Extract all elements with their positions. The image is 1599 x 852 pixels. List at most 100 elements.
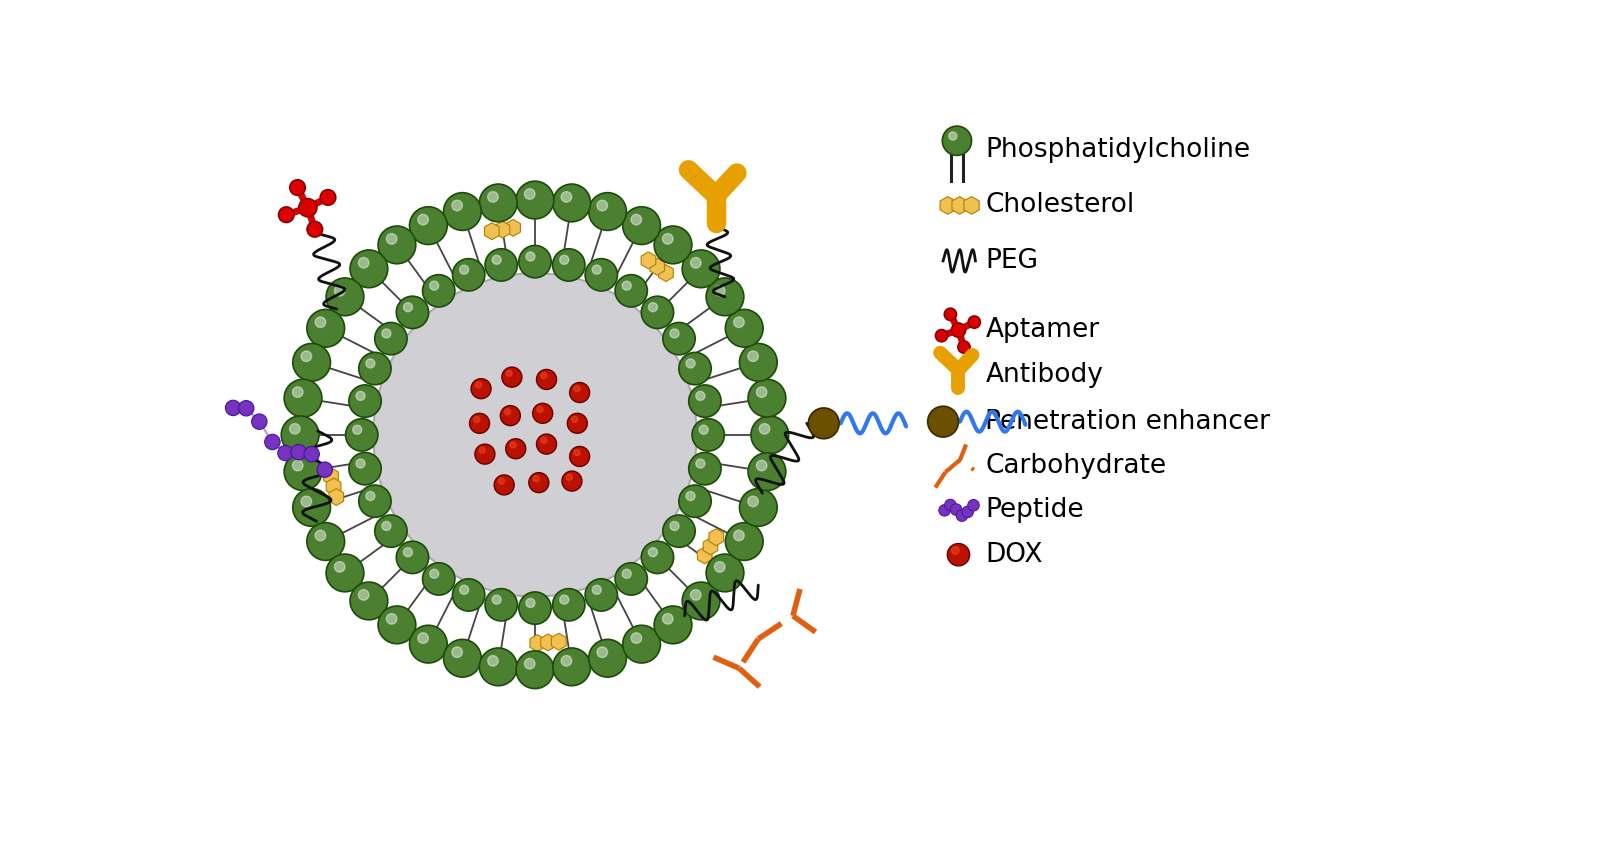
Circle shape [526, 252, 536, 261]
Circle shape [532, 403, 553, 423]
Circle shape [692, 418, 724, 451]
Circle shape [588, 193, 627, 230]
Circle shape [537, 435, 556, 454]
Circle shape [662, 613, 673, 625]
Circle shape [278, 446, 293, 461]
Polygon shape [496, 221, 510, 238]
Circle shape [540, 437, 547, 443]
Text: Penetration enhancer: Penetration enhancer [985, 409, 1271, 435]
Circle shape [502, 367, 521, 387]
Circle shape [696, 391, 705, 400]
Circle shape [532, 475, 539, 482]
Circle shape [357, 391, 365, 400]
Circle shape [488, 192, 499, 202]
Circle shape [238, 400, 254, 416]
Circle shape [470, 413, 489, 434]
Circle shape [430, 569, 438, 579]
Circle shape [293, 488, 331, 527]
Circle shape [304, 446, 320, 462]
Circle shape [734, 317, 744, 327]
Circle shape [574, 450, 580, 456]
Polygon shape [697, 547, 712, 564]
Circle shape [377, 226, 416, 264]
Circle shape [956, 509, 967, 521]
Circle shape [499, 478, 505, 484]
Circle shape [492, 256, 500, 264]
Circle shape [350, 582, 389, 619]
Circle shape [654, 606, 692, 644]
Circle shape [334, 561, 345, 573]
Circle shape [592, 265, 601, 274]
Circle shape [566, 475, 572, 481]
Polygon shape [326, 478, 341, 495]
Circle shape [596, 647, 608, 658]
Circle shape [301, 496, 312, 507]
Circle shape [349, 452, 381, 485]
Circle shape [569, 446, 590, 466]
Circle shape [683, 582, 720, 619]
Circle shape [505, 409, 510, 415]
Circle shape [951, 323, 966, 337]
Circle shape [301, 351, 312, 361]
Circle shape [516, 651, 553, 688]
Circle shape [299, 199, 317, 216]
Circle shape [752, 416, 788, 454]
Circle shape [281, 416, 318, 454]
Circle shape [622, 569, 632, 579]
Circle shape [417, 215, 429, 225]
Circle shape [307, 222, 323, 237]
Circle shape [553, 184, 590, 222]
Circle shape [293, 387, 304, 397]
Circle shape [691, 590, 700, 600]
Circle shape [715, 285, 724, 296]
Circle shape [726, 522, 763, 561]
Circle shape [422, 274, 454, 307]
Polygon shape [940, 197, 955, 214]
Circle shape [939, 504, 950, 516]
Circle shape [641, 296, 673, 329]
Circle shape [571, 417, 577, 423]
Text: Antibody: Antibody [985, 361, 1103, 388]
Circle shape [320, 190, 336, 205]
Polygon shape [484, 222, 499, 239]
Circle shape [374, 322, 408, 354]
Circle shape [382, 329, 390, 338]
Circle shape [561, 655, 572, 666]
Circle shape [622, 207, 660, 245]
Circle shape [289, 180, 305, 195]
Text: Peptide: Peptide [985, 498, 1084, 523]
Circle shape [291, 445, 307, 460]
Circle shape [293, 343, 331, 381]
Circle shape [443, 193, 481, 230]
Circle shape [963, 506, 974, 518]
Polygon shape [704, 538, 718, 555]
Circle shape [403, 548, 413, 556]
Circle shape [473, 417, 480, 423]
Circle shape [569, 383, 590, 402]
Circle shape [748, 379, 785, 417]
Circle shape [561, 471, 582, 491]
Circle shape [958, 341, 971, 354]
Polygon shape [964, 197, 979, 214]
Circle shape [553, 249, 585, 281]
Circle shape [387, 233, 397, 245]
Circle shape [315, 530, 326, 541]
Text: Cholesterol: Cholesterol [985, 193, 1135, 218]
Text: PEG: PEG [985, 248, 1038, 273]
Circle shape [560, 256, 569, 264]
Circle shape [251, 414, 267, 429]
Circle shape [596, 200, 608, 210]
Circle shape [696, 459, 705, 468]
Circle shape [588, 639, 627, 677]
Circle shape [500, 406, 520, 426]
Text: Aptamer: Aptamer [985, 317, 1100, 343]
Circle shape [507, 371, 512, 377]
Circle shape [307, 309, 345, 347]
Circle shape [353, 425, 361, 435]
Circle shape [947, 544, 969, 566]
Circle shape [748, 496, 758, 507]
Polygon shape [708, 529, 724, 545]
Circle shape [664, 515, 696, 547]
Polygon shape [505, 219, 520, 236]
Circle shape [585, 579, 617, 611]
